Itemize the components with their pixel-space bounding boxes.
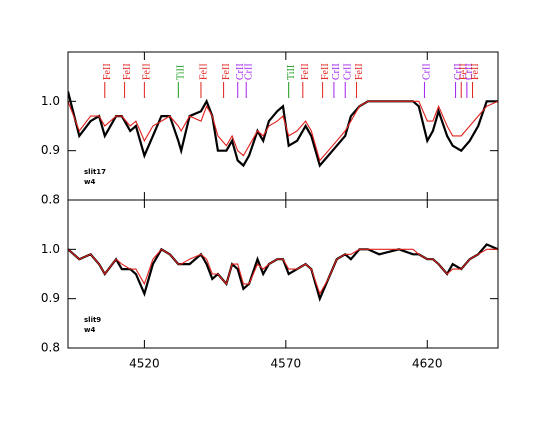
line-id-label: CrII [343,63,354,80]
line-id-label: CrII [464,63,475,80]
panel-label: w4 [84,326,95,334]
x-tick-label: 4570 [271,357,302,371]
line-id-label: FeII [320,63,331,80]
line-id-label: CrII [422,63,433,80]
line-id-label: FeII [470,63,481,80]
spectrum-line [68,248,498,296]
x-tick-label: 4620 [412,357,443,371]
line-id-label: TiII [286,65,297,80]
line-id-label: TiII [176,65,187,80]
spectrum-line [68,243,498,302]
line-id-label: CrII [453,63,464,80]
line-id-label: CrII [244,63,255,80]
line-id-label: FeII [122,63,133,80]
line-id-label: FeII [459,63,470,80]
line-id-label: FeII [102,63,113,80]
y-tick-label: 0.9 [41,291,60,305]
panel-label: slit9 [84,316,101,324]
y-tick-label: 1.0 [41,94,60,108]
line-id-label: FeII [354,63,365,80]
line-id-label: FeII [198,63,209,80]
spectrum-line [68,100,498,162]
y-tick-label: 0.9 [41,143,60,157]
line-id-label: FeII [221,63,232,80]
y-tick-label: 0.8 [41,341,60,355]
line-id-label: FeII [142,63,153,80]
line-id-label: FeII [300,63,311,80]
line-id-label: CrII [235,63,246,80]
line-id-label: CrII [331,63,342,80]
panel-label: slit17 [84,168,106,176]
plot-frame [67,199,499,349]
spectrum-line [68,91,498,168]
y-tick-label: 0.8 [41,193,60,207]
x-tick-label: 4520 [129,357,160,371]
panel-label: w4 [84,178,95,186]
y-tick-label: 1.0 [41,242,60,256]
